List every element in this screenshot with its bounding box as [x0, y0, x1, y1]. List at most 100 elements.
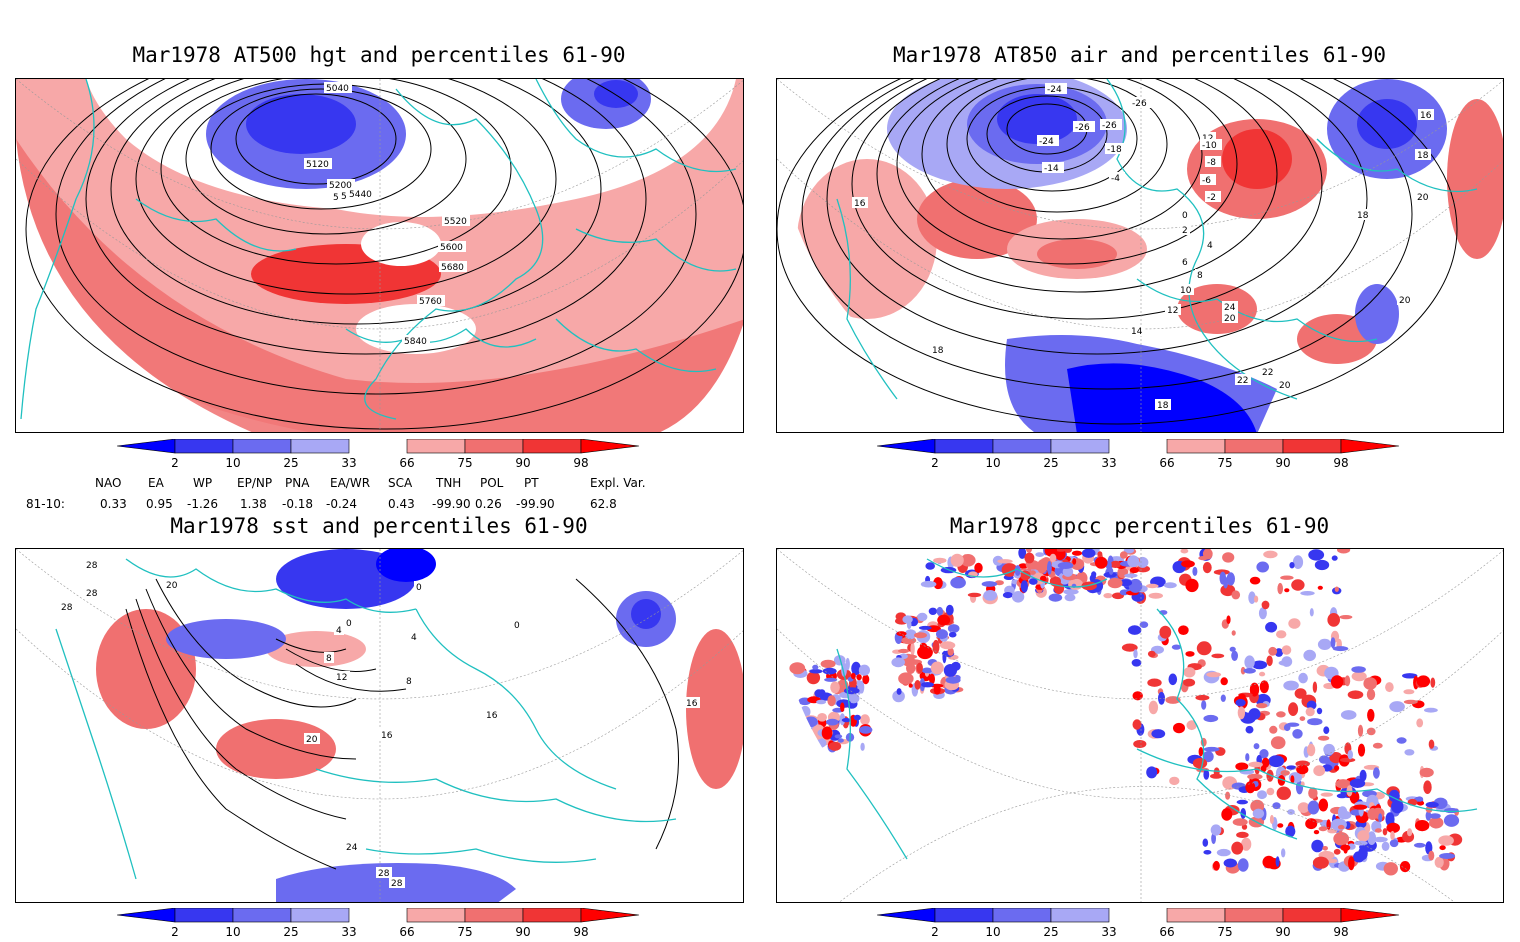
colorbar-tick-label: 90 — [1275, 925, 1290, 938]
coastlines — [20, 79, 737, 420]
colorbar-tick-label: 33 — [341, 925, 356, 938]
colorbar-air: 2 10 25 33 66 75 90 98 — [876, 438, 1402, 470]
contour-label: 16 — [686, 699, 698, 709]
colorbar-tick-label: 33 — [1101, 925, 1116, 938]
index-value: 0.95 — [146, 497, 173, 511]
index-header: SCA — [388, 476, 413, 490]
colorbar-tick-label: 98 — [1333, 456, 1348, 469]
contour-label: 24 — [1224, 303, 1236, 313]
colorbar-gpcc: 2 10 25 33 66 75 90 98 — [876, 907, 1402, 939]
colorbar-swatch — [992, 438, 1052, 454]
colorbar-graphic: 2 10 25 33 66 75 90 98 — [876, 438, 1400, 470]
contour-label: 24 — [346, 843, 358, 853]
contour-label: 5440 — [349, 190, 372, 200]
contour-label: 16 — [381, 731, 393, 741]
index-header: PT — [524, 476, 539, 490]
index-header: WP — [193, 476, 213, 490]
contour-label: 4 — [336, 626, 342, 636]
contour-label: 16 — [486, 711, 498, 721]
contour-label: 18 — [1417, 151, 1429, 161]
map-panel-gpcc — [776, 548, 1504, 903]
contour-label: 4 — [411, 633, 417, 643]
contour-label: 28 — [378, 869, 390, 879]
colorbar-graphic: 2 10 25 33 66 75 90 98 — [116, 907, 640, 939]
colorbar-swatch — [232, 438, 292, 454]
contour-label: 18 — [1157, 401, 1169, 411]
contour-label: 20 — [306, 735, 318, 745]
colorbar-tick-label: 75 — [457, 925, 472, 938]
colorbar-swatch — [1282, 438, 1342, 454]
index-header: PNA — [285, 476, 310, 490]
colorbar-swatch — [1050, 438, 1110, 454]
colorbar-tick-label: 66 — [399, 456, 414, 469]
contour-label: -10 — [1202, 141, 1217, 151]
contour-label: 16 — [854, 199, 866, 209]
contour-label: 18 — [932, 346, 944, 356]
contour-label: -24 — [1047, 85, 1062, 95]
contour-label: 0 — [1182, 211, 1188, 221]
contour-label: -6 — [1202, 176, 1211, 186]
contour-label: 20 — [166, 581, 178, 591]
contour-label: 0 — [514, 621, 520, 631]
index-header: NAO — [95, 476, 122, 490]
colorbar-swatch — [464, 438, 524, 454]
colorbar-swatch — [522, 438, 582, 454]
colorbar-swatch — [1050, 907, 1110, 923]
hgt-map: 5040512052005280536054405520560056805760… — [16, 79, 743, 432]
colorbar-tick-label: 25 — [283, 925, 298, 938]
colorbar-swatch — [934, 438, 994, 454]
index-value: 0.43 — [388, 497, 415, 511]
colorbar-tick-label: 66 — [1159, 456, 1174, 469]
contour-label: 28 — [391, 879, 403, 889]
panel-title-gpcc: Mar1978 gpcc percentiles 61-90 — [949, 514, 1330, 538]
index-header: POL — [480, 476, 504, 490]
gpcc-map — [777, 549, 1503, 902]
colorbar-swatch — [174, 907, 234, 923]
colorbar-tick-label: 25 — [283, 456, 298, 469]
colorbar-tick-label: 90 — [515, 925, 530, 938]
contour-label: -26 — [1132, 99, 1147, 109]
colorbar-swatch — [1340, 907, 1400, 923]
contour-label: 5520 — [444, 217, 467, 227]
colorbar-tick-label: 75 — [457, 456, 472, 469]
colorbar-tick-label: 10 — [225, 925, 240, 938]
panel-title-sst: Mar1978 sst and percentiles 61-90 — [170, 514, 588, 538]
colorbar-graphic: 2 10 25 33 66 75 90 98 — [876, 907, 1400, 939]
colorbar-tick-label: 75 — [1217, 456, 1232, 469]
contour-label: -4 — [1111, 174, 1120, 184]
colorbar-tick-label: 33 — [341, 456, 356, 469]
contour-label: -24 — [1039, 137, 1054, 147]
colorbar-tick-label: 10 — [985, 925, 1000, 938]
colorbar-tick-label: 90 — [515, 456, 530, 469]
index-value: -0.24 — [326, 497, 358, 511]
contour-label: 20 — [1279, 381, 1291, 391]
colorbar-swatch — [290, 907, 350, 923]
colorbar-tick-label: 98 — [573, 925, 588, 938]
contour-label: -14 — [1044, 164, 1059, 174]
contour-label: 28 — [86, 561, 98, 571]
contour-label: 0 — [346, 619, 352, 629]
colorbar-swatch — [1224, 438, 1284, 454]
colorbar-swatch — [992, 907, 1052, 923]
contour-label: 4 — [1207, 241, 1213, 251]
contour-label: 12 — [1167, 306, 1178, 316]
colorbar-tick-label: 25 — [1043, 925, 1058, 938]
colorbar-swatch — [1224, 907, 1284, 923]
colorbar-swatch — [406, 907, 466, 923]
contour-label: 28 — [61, 603, 73, 613]
index-header: EA/WR — [330, 476, 371, 490]
contour-label: 5680 — [441, 263, 464, 273]
index-header: Expl. Var. — [590, 476, 646, 490]
colorbar-swatch — [1282, 907, 1342, 923]
map-panel-sst: 28 28 28 20 0 4 8 12 4 0 8 16 16 20 24 28 28 16 0 — [15, 548, 744, 903]
colorbar-tick-label: 33 — [1101, 456, 1116, 469]
contour-label: 2 — [1182, 226, 1188, 236]
map-panel-hgt: 5040512052005280536054405520560056805760… — [15, 78, 744, 433]
contour-label: -26 — [1075, 123, 1090, 133]
index-value: -99.90 — [432, 497, 471, 511]
index-value: 0.26 — [475, 497, 502, 511]
colorbar-swatch — [522, 907, 582, 923]
contour-label: 5120 — [306, 160, 329, 170]
map-panel-air: -24-26-26-24-14-26-18-412-10-8-6-2024681… — [776, 78, 1504, 433]
